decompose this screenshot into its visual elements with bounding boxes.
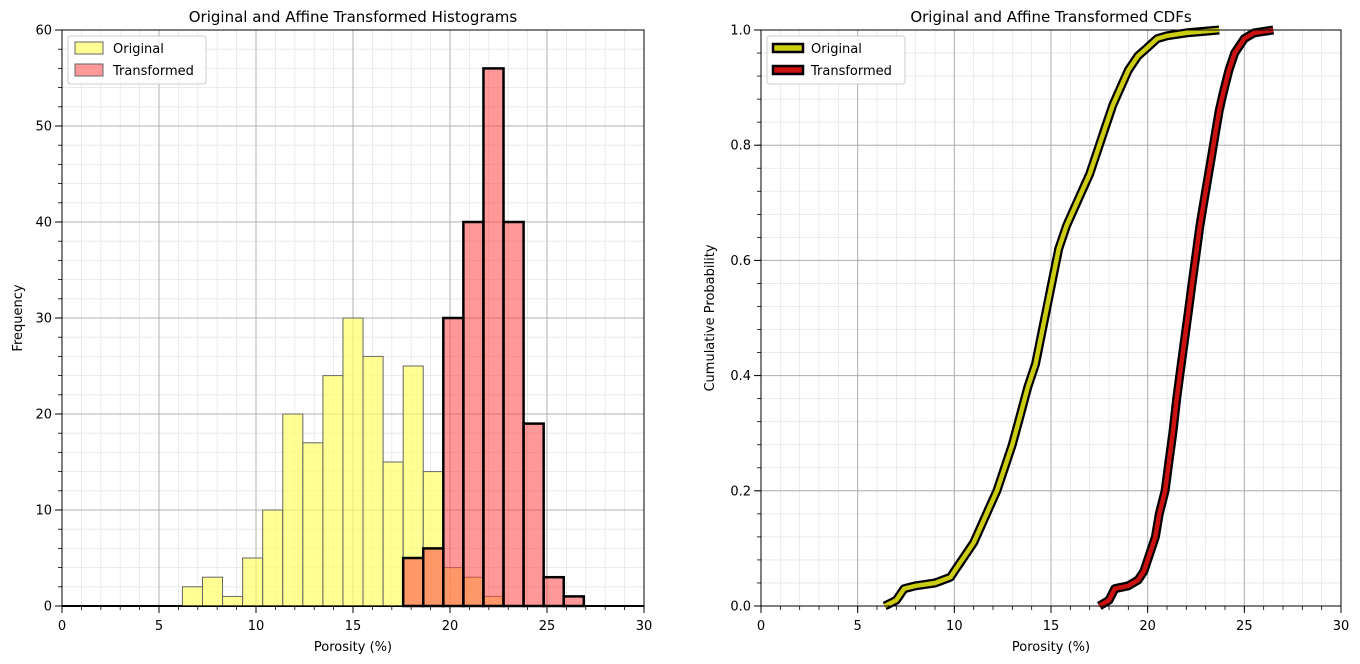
histogram-x-tick-label: 0 (58, 619, 66, 634)
histogram-x-tick-label: 20 (442, 619, 459, 634)
histogram-bar-original (382, 461, 404, 607)
histogram-y-tick-label: 50 (35, 120, 52, 135)
cdf-y-tick-label: 0.8 (730, 139, 751, 154)
histogram-bar-original (222, 595, 244, 607)
cdf-line-transformed (1098, 27, 1274, 608)
histogram-bar-transformed (502, 220, 525, 608)
histogram-bar-original (302, 442, 324, 607)
cdf-x-tick-label: 25 (1236, 619, 1253, 634)
histogram-x-tick-label: 10 (248, 619, 265, 634)
cdf-title: Original and Affine Transformed CDFs (910, 8, 1192, 26)
cdf-panel: 0 5 10 15 20 25 30 0.0 0.2 0.4 0.6 0.8 1.0 Original … (703, 8, 1349, 655)
cdf-x-tick-label: 10 (946, 619, 963, 634)
cdf-x-tick-label: 15 (1043, 619, 1060, 634)
histogram-bar-transformed (542, 575, 565, 608)
histogram-bar-original (282, 413, 304, 607)
histogram-y-tick-label: 40 (35, 216, 52, 231)
histogram-bar-original (201, 576, 224, 607)
cdf-legend-label-original: Original (811, 42, 862, 57)
histogram-bar-original (342, 317, 364, 607)
histogram-ticks: 0 5 10 15 20 25 30 0 10 20 30 40 50 60 (35, 24, 652, 635)
cdf-y-label: Cumulative Probability (703, 244, 718, 391)
legend-label-original: Original (113, 42, 164, 57)
histogram-y-tick-label: 20 (35, 408, 52, 423)
histogram-bar-transformed (442, 316, 465, 608)
cdf-y-tick-label: 1.0 (730, 24, 751, 39)
cdf-lines (882, 25, 1274, 611)
cdf-x-tick-label: 0 (757, 619, 765, 634)
histogram-bars (62, 67, 644, 608)
histogram-bar-original (322, 375, 344, 607)
cdf-y-tick-label: 0.4 (730, 369, 751, 384)
cdf-legend-swatch-transformed (771, 64, 805, 76)
histogram-bar-transformed (401, 556, 425, 608)
histogram-panel: 0 5 10 15 20 25 30 0 10 20 30 40 50 60 Original and A… (11, 8, 652, 655)
cdf-x-tick-label: 20 (1139, 619, 1156, 634)
histogram-x-tick-label: 15 (345, 619, 362, 634)
legend-swatch-transformed (74, 63, 104, 77)
cdf-ticks: 0 5 10 15 20 25 30 0.0 0.2 0.4 0.6 0.8 1.0 (730, 24, 1349, 635)
legend-label-transformed: Transformed (112, 64, 194, 79)
histogram-x-tick-label: 30 (636, 619, 653, 634)
histogram-y-tick-label: 10 (35, 504, 52, 519)
histogram-bar-transformed (522, 422, 545, 608)
cdf-y-tick-label: 0.0 (730, 600, 751, 615)
cdf-legend: Original Transformed (766, 35, 906, 85)
histogram-x-label: Porosity (%) (314, 640, 392, 655)
cdf-x-label: Porosity (%) (1012, 640, 1090, 655)
histogram-x-tick-label: 5 (155, 619, 163, 634)
cdf-legend-label-transformed: Transformed (810, 64, 892, 79)
histogram-y-tick-label: 60 (35, 24, 52, 39)
histogram-bar-original (262, 509, 284, 607)
histogram-title: Original and Affine Transformed Histogra… (189, 8, 518, 26)
histogram-y-label: Frequency (11, 284, 26, 351)
histogram-y-tick-label: 0 (44, 600, 52, 615)
histogram-bar-original (362, 355, 384, 607)
histogram-bar-transformed (421, 547, 445, 608)
histogram-y-tick-label: 30 (35, 312, 52, 327)
cdf-x-tick-label: 30 (1333, 619, 1350, 634)
histogram-bar-transformed (482, 67, 505, 608)
histogram-legend: Original Transformed (67, 35, 207, 85)
cdf-line-original (883, 27, 1220, 609)
histogram-bar-transformed (562, 595, 586, 608)
cdf-legend-swatch-original (771, 42, 805, 54)
histogram-bar-original (181, 586, 203, 607)
histogram-bar-original (242, 557, 264, 607)
legend-swatch-original (74, 41, 104, 55)
histogram-x-tick-label: 25 (539, 619, 556, 634)
cdf-x-tick-label: 5 (854, 619, 862, 634)
cdf-y-tick-label: 0.6 (730, 254, 751, 269)
histogram-bar-transformed (462, 220, 485, 608)
cdf-y-tick-label: 0.2 (730, 484, 751, 499)
